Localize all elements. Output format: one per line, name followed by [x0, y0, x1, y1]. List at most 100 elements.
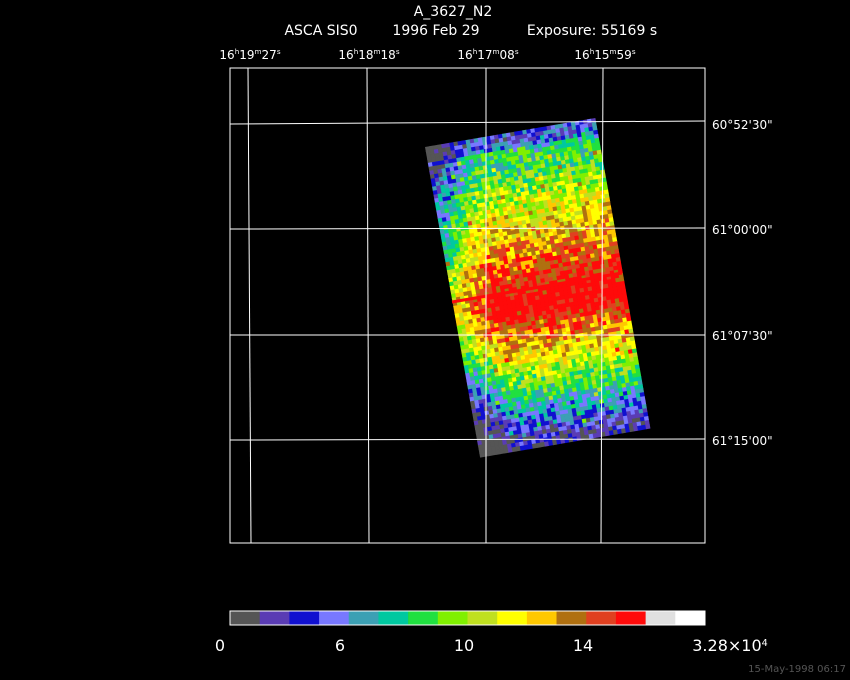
pixel [519, 187, 526, 193]
pixel [596, 289, 602, 295]
pixel [590, 138, 596, 144]
pixel [563, 364, 569, 370]
pixel [546, 289, 552, 295]
pixel [480, 202, 487, 208]
pixel [541, 400, 547, 407]
pixel [608, 266, 615, 272]
pixel [582, 422, 588, 428]
pixel [618, 367, 624, 373]
label-part: 16 [457, 48, 472, 62]
pixel [553, 402, 560, 409]
pixel [588, 200, 595, 206]
pixel [477, 182, 483, 188]
pixel [552, 255, 559, 261]
pixel [519, 232, 525, 238]
pixel [517, 269, 523, 275]
pixel [560, 413, 566, 420]
label: 6 [335, 636, 345, 655]
pixel [559, 176, 565, 182]
pixel [588, 339, 594, 345]
pixel [539, 323, 546, 329]
pixel [511, 307, 518, 313]
pixel [607, 352, 613, 358]
pixel [582, 234, 588, 240]
pixel [488, 340, 494, 346]
pixel [502, 157, 508, 164]
pixel [568, 158, 575, 164]
pixel [525, 382, 531, 389]
pixel [501, 391, 508, 397]
pixel [456, 255, 463, 261]
pixel [548, 137, 554, 143]
pixel [454, 219, 460, 225]
pixel [621, 383, 627, 389]
pixel [458, 312, 464, 318]
pixel [513, 196, 519, 203]
pixel [531, 418, 537, 425]
pixel [444, 183, 450, 190]
label-part: 16 [219, 48, 234, 62]
pixel [587, 143, 593, 149]
pixel [591, 285, 597, 292]
pixel [617, 359, 623, 365]
pixel [533, 217, 539, 224]
pixel [559, 409, 565, 416]
label: 16h18m18s [338, 47, 399, 62]
pixel [479, 149, 485, 155]
pixel [448, 277, 454, 283]
pixel [541, 240, 548, 247]
pixel [495, 404, 502, 410]
pixel [496, 195, 502, 201]
pixel [498, 162, 504, 168]
pixel [520, 306, 526, 312]
pixel [532, 185, 538, 191]
pixel [523, 325, 529, 332]
pixel [529, 173, 536, 179]
pixel [581, 160, 588, 166]
pixel [563, 388, 570, 395]
pixel [616, 428, 623, 435]
pixel [533, 172, 540, 179]
pixel [538, 388, 545, 395]
label: 16h19m27s [219, 47, 280, 62]
pixel [495, 142, 501, 148]
pixel [474, 191, 480, 197]
pixel [629, 361, 636, 367]
pixel [545, 260, 551, 267]
pixel [491, 429, 498, 435]
pixel [581, 344, 587, 351]
pixel [557, 213, 564, 220]
pixel [498, 301, 504, 307]
pixel [427, 162, 434, 168]
pixel [568, 248, 574, 255]
pixel [602, 345, 608, 351]
pixel [581, 418, 587, 424]
pixel [583, 168, 589, 174]
pixel [474, 305, 480, 312]
pixel [505, 341, 511, 347]
pixel [439, 205, 445, 211]
pixel [521, 195, 527, 201]
pixel [457, 234, 463, 241]
pixel [570, 428, 577, 434]
pixel [558, 311, 564, 318]
pixel [445, 216, 451, 222]
pixel [489, 393, 495, 399]
pixel [592, 363, 598, 369]
pixel [607, 401, 614, 408]
pixel [576, 411, 582, 417]
pixel [555, 410, 561, 416]
pixel [504, 382, 510, 388]
pixel [458, 242, 465, 249]
pixel [488, 266, 494, 272]
pixel [563, 220, 569, 227]
pixel [439, 160, 446, 166]
pixel [610, 323, 616, 329]
pixel [480, 271, 486, 278]
pixel [528, 304, 534, 311]
pixel [482, 189, 488, 195]
pixel [603, 214, 610, 220]
pixel [556, 344, 562, 351]
label-part: 19 [239, 48, 254, 62]
pixel [473, 375, 480, 381]
